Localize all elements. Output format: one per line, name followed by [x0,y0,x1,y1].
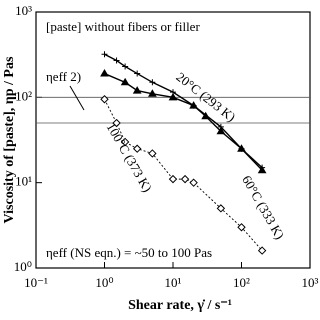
x-tick-label: 10³ [302,275,319,290]
marker [112,118,121,128]
marker [122,63,129,70]
marker [257,165,267,174]
series-label: 100°C (373 K) [103,120,155,195]
marker [168,174,178,184]
series-label: 60°C (333 K) [239,173,287,242]
marker [149,79,156,86]
x-tick-label: 10² [233,275,250,290]
marker [257,246,267,255]
marker [189,178,198,187]
marker [148,89,157,97]
x-tick-label: 10⁰ [95,275,113,290]
marker [120,77,130,86]
x-tick-label: 10¹ [165,275,182,290]
annotation: [paste] without fibers or filler [46,19,200,34]
marker [148,149,157,158]
marker [132,144,142,153]
marker [113,57,120,64]
y-tick-label: 10² [15,88,32,103]
marker [168,92,178,101]
x-axis-title: Shear rate, γ̇ / s⁻¹ [128,298,232,313]
annotation: ηeff 2) [46,69,81,84]
series-line [104,53,263,169]
marker [100,95,109,104]
y-tick-label: 10⁰ [14,259,32,274]
marker [132,86,142,94]
y-axis-title: Viscosity of [paste], ηp / Pas [2,56,17,223]
marker [237,223,246,232]
series-line [104,72,263,171]
y-tick-label: 10³ [15,3,32,18]
marker [100,69,109,77]
marker [237,144,246,152]
marker [101,51,108,58]
marker [120,137,130,147]
marker [216,204,226,213]
annotation-arrow [69,85,85,111]
annotation: ηeff (NS eqn.) = ~50 to 100 Pas [46,245,212,260]
marker [201,111,211,120]
y-tick-label: 10¹ [15,174,32,189]
series-line [104,99,263,251]
marker [180,174,190,184]
x-tick-label: 10⁻¹ [24,275,48,290]
marker [216,126,226,135]
marker [189,101,198,109]
marker [134,70,141,77]
